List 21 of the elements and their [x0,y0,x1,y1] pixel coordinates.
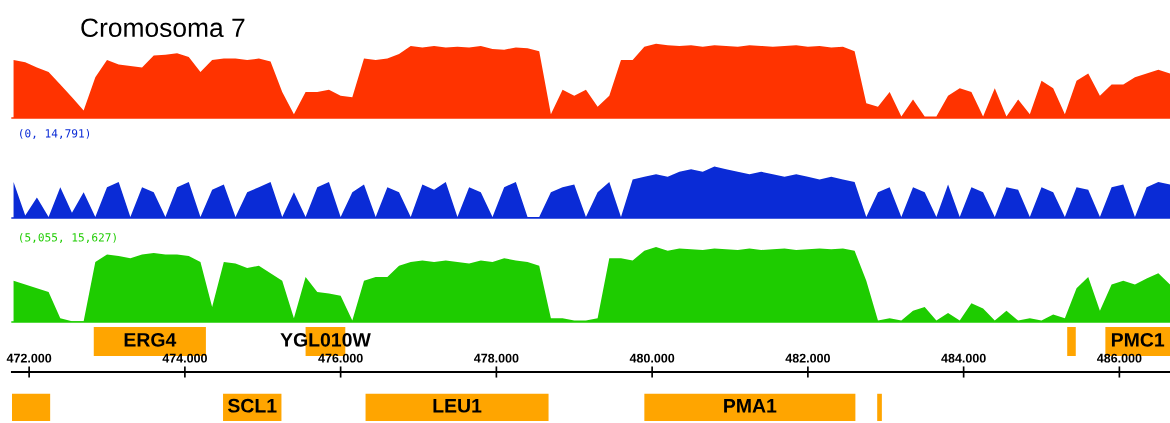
bar [1067,327,1076,356]
text: (0, 14,791) [20,128,90,139]
series-label: PMA1 [724,399,777,413]
chart-title: Cromosoma 7 [81,18,245,38]
x-tick-label: 480.000 [629,353,675,363]
bar [365,393,549,421]
x-tick-label: 476.000 [318,353,363,363]
series-label: ERG4 [124,332,177,347]
x-tick-label: 482.000 [785,353,830,363]
bar [12,393,51,421]
series-label: PMC1 [1111,332,1165,347]
text: (5,055, 15,627) [20,232,116,243]
x-tick-label: 472.000 [6,353,52,363]
bar [644,393,856,421]
x-tick-label: 484.000 [941,353,986,363]
bar [877,393,882,421]
x-tick-label: 474.000 [162,353,207,363]
x-tick-label: 486.000 [1096,353,1142,363]
x-tick-label: 478.000 [473,353,519,363]
series-label: SCL1 [227,398,277,413]
series-label: LEU1 [433,399,482,413]
